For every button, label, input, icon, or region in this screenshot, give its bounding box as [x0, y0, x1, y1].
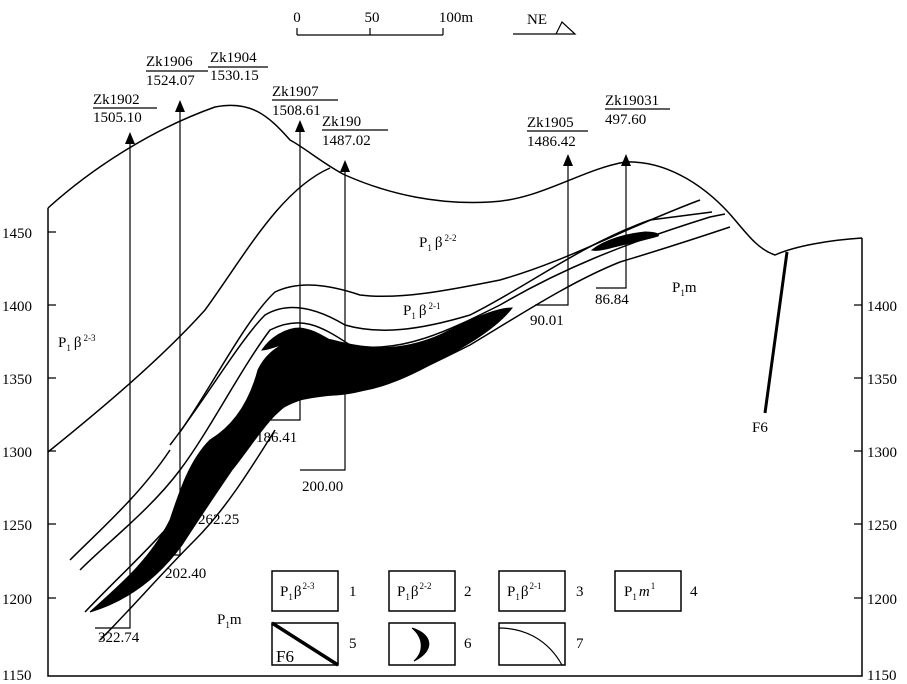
legend: P1β2-3 1 P1β2-2 2 P1β2-1 3 P1 m1 4 F6 5 6	[271, 570, 698, 667]
borehole-depth: 200.00	[302, 479, 343, 495]
borehole-name: Zk1907	[272, 84, 319, 100]
unit-label-m-bottom: P1m	[217, 612, 242, 630]
legend-number: 6	[464, 636, 472, 652]
scale-tick-100: 100m	[439, 10, 474, 26]
borehole-depth: 86.84	[595, 292, 629, 308]
right-tick-1200: 1200	[867, 592, 897, 608]
right-tick-1300: 1300	[867, 445, 897, 461]
borehole-zk1904: Zk1904 1530.15 262.25	[198, 50, 268, 528]
ore-body-upper-lens	[261, 327, 331, 351]
borehole-elevation: 1524.07	[146, 73, 195, 89]
fault-f6: F6	[752, 251, 789, 436]
ore-body-lower-lens	[260, 385, 357, 420]
left-tick-1300: 1300	[2, 445, 32, 461]
left-tick-1200: 1200	[2, 592, 32, 608]
legend-item-4: P1 m1 4	[614, 570, 698, 612]
boundary-left-lower	[69, 449, 171, 561]
legend-item-6: 6	[388, 622, 472, 666]
unit-label-b21: P1 β 2-1	[403, 301, 440, 321]
right-axis: 1400 1350 1300 1250 1200 1150	[854, 299, 897, 684]
left-tick-1450: 1450	[2, 226, 32, 242]
boundary-b22-base	[179, 199, 701, 433]
borehole-elevation: 497.60	[605, 112, 646, 128]
legend-symbol: P1β2-1	[507, 581, 541, 602]
borehole-zk190: Zk190 1487.02 200.00	[300, 114, 388, 495]
borehole-elevation: 1505.10	[93, 110, 142, 126]
legend-item-2: P1β2-2 2	[388, 570, 472, 612]
borehole-depth: 262.25	[198, 512, 239, 528]
boundary-m-base	[99, 429, 276, 641]
unit-label-m-right: P1m	[672, 280, 697, 298]
borehole-zk19031: Zk19031 497.60 86.84	[595, 93, 670, 308]
legend-number: 7	[576, 636, 584, 652]
ore-body-main	[89, 307, 514, 613]
borehole-elevation: 1486.42	[527, 134, 576, 150]
unit-label-b23: P1 β 2-3	[58, 333, 96, 353]
borehole-name: Zk190	[322, 114, 361, 130]
legend-symbol: P1 m1	[624, 581, 655, 602]
borehole-elevation: 1487.02	[322, 133, 371, 149]
borehole-elevation: 1508.61	[272, 103, 321, 119]
left-axis: 1450 1400 1350 1300 1250 1200 1150	[2, 226, 56, 684]
borehole-name: Zk1905	[527, 115, 574, 131]
borehole-zk1902: Zk1902 1505.10 322.74	[93, 92, 157, 646]
borehole-elevation: 1530.15	[210, 68, 259, 84]
direction-indicator: NE	[513, 12, 577, 35]
legend-symbol: P1β2-3	[280, 581, 315, 602]
borehole-zk1906: Zk1906 1524.07 202.40	[146, 54, 208, 582]
legend-item-1: P1β2-3 1	[271, 570, 357, 612]
borehole-name: Zk1902	[93, 92, 140, 108]
left-tick-1250: 1250	[2, 518, 32, 534]
borehole-zk1905: Zk1905 1486.42 90.01	[527, 115, 588, 329]
legend-number: 5	[349, 636, 357, 652]
legend-number: 3	[576, 584, 584, 600]
right-tick-1400: 1400	[867, 299, 897, 315]
legend-symbol: P1β2-2	[397, 581, 431, 602]
ore-body-symbol	[411, 627, 430, 662]
unit-label-b22: P1 β 2-2	[419, 233, 456, 253]
boundary-b21-top	[169, 211, 713, 446]
legend-item-3: P1β2-1 3	[498, 570, 584, 612]
legend-number: 2	[464, 584, 472, 600]
right-tick-1150: 1150	[867, 668, 896, 684]
scale-bar: 0 50 100m	[293, 10, 474, 36]
legend-number: 1	[349, 584, 357, 600]
scale-tick-50: 50	[365, 10, 380, 26]
right-tick-1350: 1350	[867, 372, 897, 388]
borehole-name: Zk1904	[210, 50, 257, 66]
legend-item-7: 7	[498, 622, 584, 666]
borehole-depth: 322.74	[98, 630, 140, 646]
left-tick-1400: 1400	[2, 299, 32, 315]
fault-label: F6	[752, 420, 768, 436]
legend-item-5: F6 5	[271, 621, 357, 667]
borehole-zk1907: Zk1907 1508.61 186.41	[256, 84, 338, 446]
borehole-name: Zk1906	[146, 54, 193, 70]
ore-body-right-lens	[590, 231, 659, 251]
left-tick-1150: 1150	[2, 668, 31, 684]
left-tick-1350: 1350	[2, 372, 32, 388]
legend-number: 4	[690, 584, 698, 600]
borehole-depth: 90.01	[530, 313, 564, 329]
borehole-depth: 202.40	[165, 566, 206, 582]
borehole-depth: 186.41	[256, 430, 297, 446]
boundary-b23-top	[47, 167, 331, 453]
direction-label: NE	[527, 12, 547, 28]
ore-bodies	[89, 231, 659, 613]
right-tick-1250: 1250	[867, 518, 897, 534]
boundary-b21-base	[79, 213, 726, 571]
scale-tick-0: 0	[293, 10, 301, 26]
borehole-name: Zk19031	[605, 93, 659, 109]
section-frame	[47, 104, 863, 677]
legend-fault-symbol: F6	[276, 647, 294, 666]
